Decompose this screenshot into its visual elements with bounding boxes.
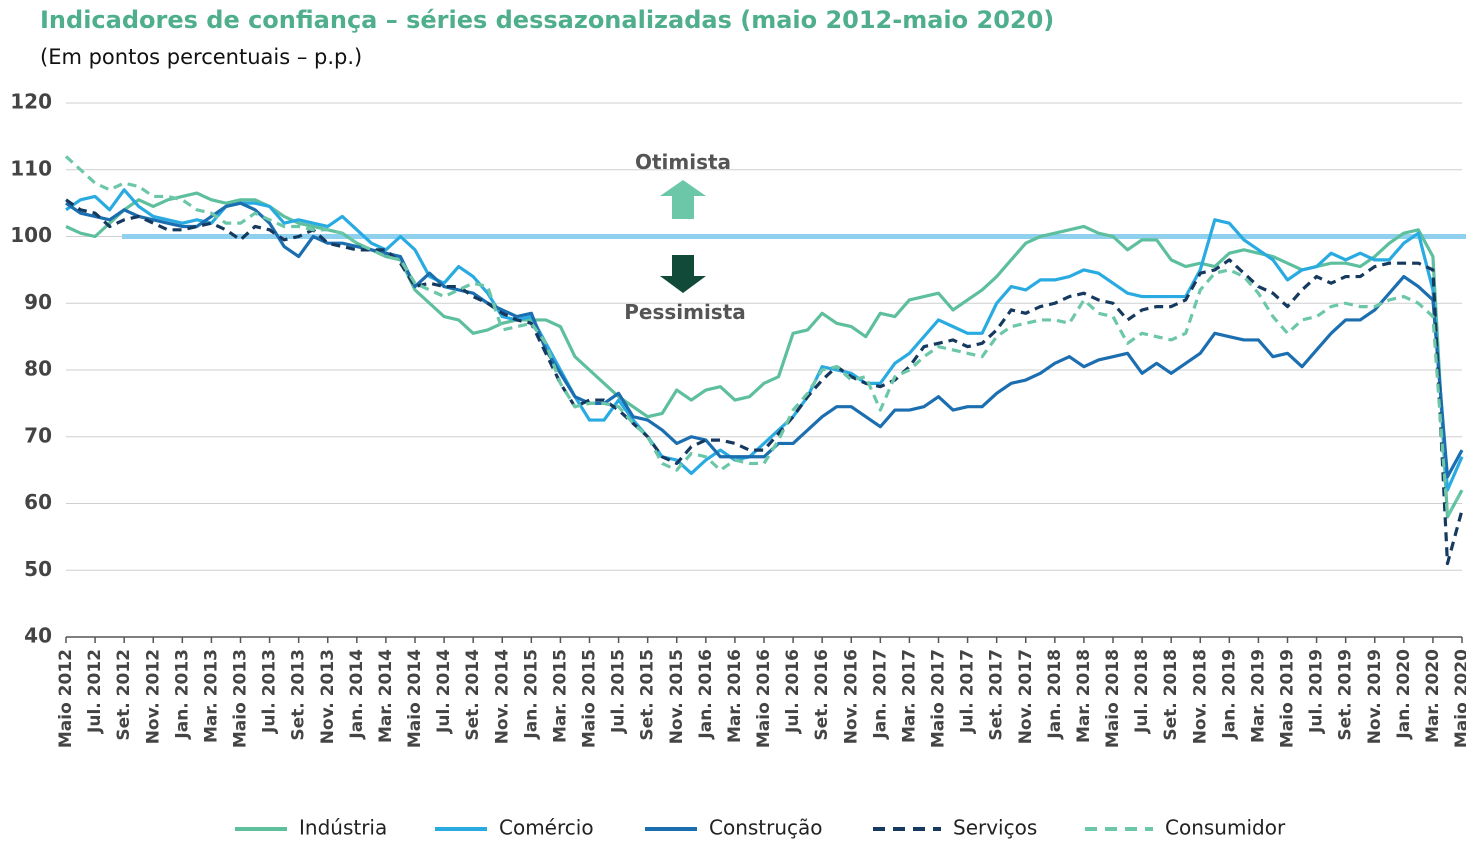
x-tick-label: Mar. 2018 — [1074, 649, 1094, 743]
series-line — [65, 191, 1464, 519]
y-tick-label: 90 — [24, 290, 52, 314]
x-tick-label: Set. 2013 — [289, 649, 309, 741]
x-tick-label: Jul. 2015 — [609, 649, 629, 734]
x-tick-label: Jan. 2017 — [870, 649, 890, 740]
x-tick-label: Set. 2019 — [1336, 649, 1356, 741]
x-tick-label: Set. 2017 — [987, 649, 1007, 741]
y-tick-label: 80 — [24, 357, 52, 381]
x-tick-label: Mar. 2017 — [899, 649, 919, 743]
y-tick-label: 120 — [10, 90, 52, 114]
y-tick-label: 60 — [24, 490, 52, 514]
x-tick-label: Jul. 2019 — [1307, 649, 1327, 734]
x-tick-label: Jul. 2017 — [958, 649, 978, 734]
y-tick-label: 70 — [24, 423, 52, 447]
x-tick-label: Jul. 2018 — [1132, 649, 1152, 734]
x-tick-label: Maio 2019 — [1278, 649, 1298, 748]
legend-label: Consumidor — [1165, 816, 1286, 840]
x-tick-label: Maio 2020 — [1452, 649, 1466, 748]
x-tick-label: Set. 2018 — [1161, 649, 1181, 741]
x-tick-label: Maio 2014 — [405, 649, 425, 748]
x-tick-label: Maio 2013 — [231, 649, 251, 748]
x-tick-label: Maio 2016 — [754, 649, 774, 748]
series-line — [64, 155, 1464, 519]
x-tick-label: Jan. 2020 — [1394, 649, 1414, 740]
series-line — [65, 201, 1464, 479]
legend-label: Serviços — [953, 816, 1037, 840]
x-tick-label: Jan. 2014 — [347, 649, 367, 740]
annotation: Pessimista — [624, 300, 746, 324]
series-line — [65, 188, 1464, 492]
x-tick-label: Mar. 2014 — [376, 649, 396, 743]
x-tick-label: Nov. 2015 — [667, 649, 687, 744]
x-tick-label: Jul. 2014 — [434, 649, 454, 734]
y-tick-label: 50 — [24, 557, 52, 581]
x-tick-label: Nov. 2017 — [1016, 649, 1036, 744]
x-tick-label: Maio 2015 — [580, 649, 600, 748]
x-tick-label: Jul. 2012 — [85, 649, 105, 734]
series-line — [65, 198, 1464, 566]
x-tick-label: Jul. 2013 — [260, 649, 280, 734]
legend-label: Construção — [709, 816, 823, 840]
down-arrow — [660, 255, 706, 293]
y-tick-label: 110 — [10, 156, 52, 180]
x-tick-label: Mar. 2016 — [725, 649, 745, 743]
x-tick-label: Jan. 2013 — [172, 649, 192, 740]
legend-label: Comércio — [499, 816, 594, 840]
x-tick-label: Mar. 2013 — [201, 649, 221, 743]
x-tick-label: Maio 2018 — [1103, 649, 1123, 748]
x-tick-label: Jan. 2015 — [521, 649, 541, 740]
annotation: Otimista — [635, 150, 731, 174]
x-tick-label: Jan. 2019 — [1219, 649, 1239, 740]
x-tick-label: Mar. 2020 — [1423, 649, 1443, 743]
x-tick-label: Maio 2017 — [929, 649, 949, 748]
x-tick-label: Set. 2015 — [638, 649, 658, 741]
x-tick-label: Set. 2014 — [463, 649, 483, 741]
x-tick-label: Maio 2012 — [56, 649, 76, 748]
chart-title: Indicadores de confiança – séries dessaz… — [40, 6, 1054, 34]
y-tick-label: 100 — [10, 223, 52, 247]
x-tick-label: Mar. 2019 — [1248, 649, 1268, 743]
x-tick-label: Jan. 2018 — [1045, 649, 1065, 740]
x-tick-label: Nov. 2019 — [1365, 649, 1385, 744]
chart-subtitle: (Em pontos percentuais – p.p.) — [40, 45, 362, 69]
x-tick-label: Jan. 2016 — [696, 649, 716, 740]
x-tick-label: Set. 2012 — [114, 649, 134, 741]
x-tick-label: Mar. 2015 — [550, 649, 570, 743]
legend-label: Indústria — [299, 816, 387, 840]
x-tick-label: Nov. 2018 — [1190, 649, 1210, 744]
x-tick-label: Jul. 2016 — [783, 649, 803, 734]
y-tick-label: 40 — [24, 624, 52, 648]
x-tick-label: Nov. 2016 — [841, 649, 861, 744]
x-tick-label: Set. 2016 — [812, 649, 832, 741]
x-tick-label: Nov. 2014 — [492, 649, 512, 744]
x-tick-label: Nov. 2013 — [318, 649, 338, 744]
up-arrow — [660, 180, 706, 219]
x-tick-label: Nov. 2012 — [143, 649, 163, 744]
